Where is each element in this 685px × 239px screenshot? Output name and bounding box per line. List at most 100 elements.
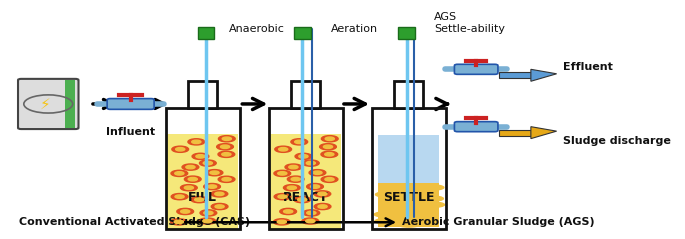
Circle shape [274,170,290,176]
Circle shape [302,218,319,224]
Circle shape [278,195,287,198]
Circle shape [186,165,195,169]
Circle shape [215,192,224,196]
Circle shape [291,139,308,145]
Circle shape [219,136,235,142]
Circle shape [184,176,201,182]
Circle shape [306,219,315,223]
Circle shape [299,155,308,158]
Circle shape [307,211,316,215]
Circle shape [203,219,212,223]
Circle shape [279,147,288,151]
Circle shape [175,172,184,175]
FancyBboxPatch shape [378,181,439,227]
Circle shape [206,170,223,176]
FancyBboxPatch shape [18,79,79,129]
Circle shape [295,153,312,159]
Circle shape [175,195,184,198]
Ellipse shape [421,202,445,207]
Circle shape [192,140,201,144]
Circle shape [188,139,205,145]
FancyBboxPatch shape [294,27,311,39]
Ellipse shape [386,186,410,192]
Circle shape [287,186,297,190]
Circle shape [318,192,327,196]
Ellipse shape [406,191,429,196]
Circle shape [314,203,331,210]
Circle shape [321,176,338,182]
Text: Anaerobic: Anaerobic [228,24,284,34]
FancyBboxPatch shape [65,80,75,128]
Circle shape [310,185,320,188]
Circle shape [188,177,197,181]
FancyBboxPatch shape [167,134,238,229]
Circle shape [211,203,228,210]
Circle shape [284,210,292,213]
Circle shape [199,218,216,224]
Text: Sludge discharge: Sludge discharge [563,136,671,146]
Circle shape [309,170,326,176]
Polygon shape [394,81,423,108]
Polygon shape [291,81,321,108]
Text: SETTLE: SETTLE [383,191,434,204]
Circle shape [208,185,216,188]
Circle shape [210,171,219,174]
Ellipse shape [411,212,434,217]
Circle shape [295,140,304,144]
Circle shape [307,184,323,190]
Polygon shape [531,69,557,81]
Circle shape [172,146,188,152]
Circle shape [216,144,234,150]
FancyBboxPatch shape [107,99,154,109]
Circle shape [297,198,307,201]
Text: ⚡: ⚡ [40,97,51,111]
FancyBboxPatch shape [378,135,439,183]
Circle shape [177,208,194,215]
Circle shape [175,147,185,151]
FancyBboxPatch shape [499,72,531,78]
Circle shape [182,164,199,170]
Circle shape [294,196,310,203]
Circle shape [203,184,221,190]
Circle shape [325,137,334,141]
Circle shape [313,171,322,174]
FancyBboxPatch shape [270,134,341,229]
Text: Aeration: Aeration [332,24,379,34]
Circle shape [285,164,302,170]
Circle shape [196,155,205,158]
Circle shape [273,219,290,225]
Polygon shape [531,127,557,139]
Circle shape [219,176,235,182]
Circle shape [192,153,209,159]
Ellipse shape [375,219,398,224]
Ellipse shape [374,212,397,217]
FancyBboxPatch shape [454,122,498,132]
Circle shape [222,153,231,156]
Circle shape [279,208,297,215]
Circle shape [306,161,315,165]
Circle shape [284,185,300,191]
Circle shape [191,196,208,203]
Ellipse shape [397,222,421,227]
Circle shape [200,210,216,216]
Circle shape [321,151,338,158]
Circle shape [174,220,184,223]
Circle shape [171,219,187,225]
Circle shape [303,210,320,216]
Text: FILL: FILL [188,191,217,204]
Circle shape [181,185,197,191]
Circle shape [277,220,286,223]
Circle shape [277,172,287,175]
Circle shape [218,151,235,158]
Circle shape [181,210,190,213]
FancyBboxPatch shape [398,27,415,39]
Circle shape [321,136,338,142]
Circle shape [275,146,292,152]
Ellipse shape [385,204,408,209]
Circle shape [323,145,333,148]
FancyBboxPatch shape [454,64,498,74]
Circle shape [291,177,300,181]
Circle shape [222,178,231,181]
Circle shape [171,170,188,176]
FancyBboxPatch shape [499,130,531,136]
